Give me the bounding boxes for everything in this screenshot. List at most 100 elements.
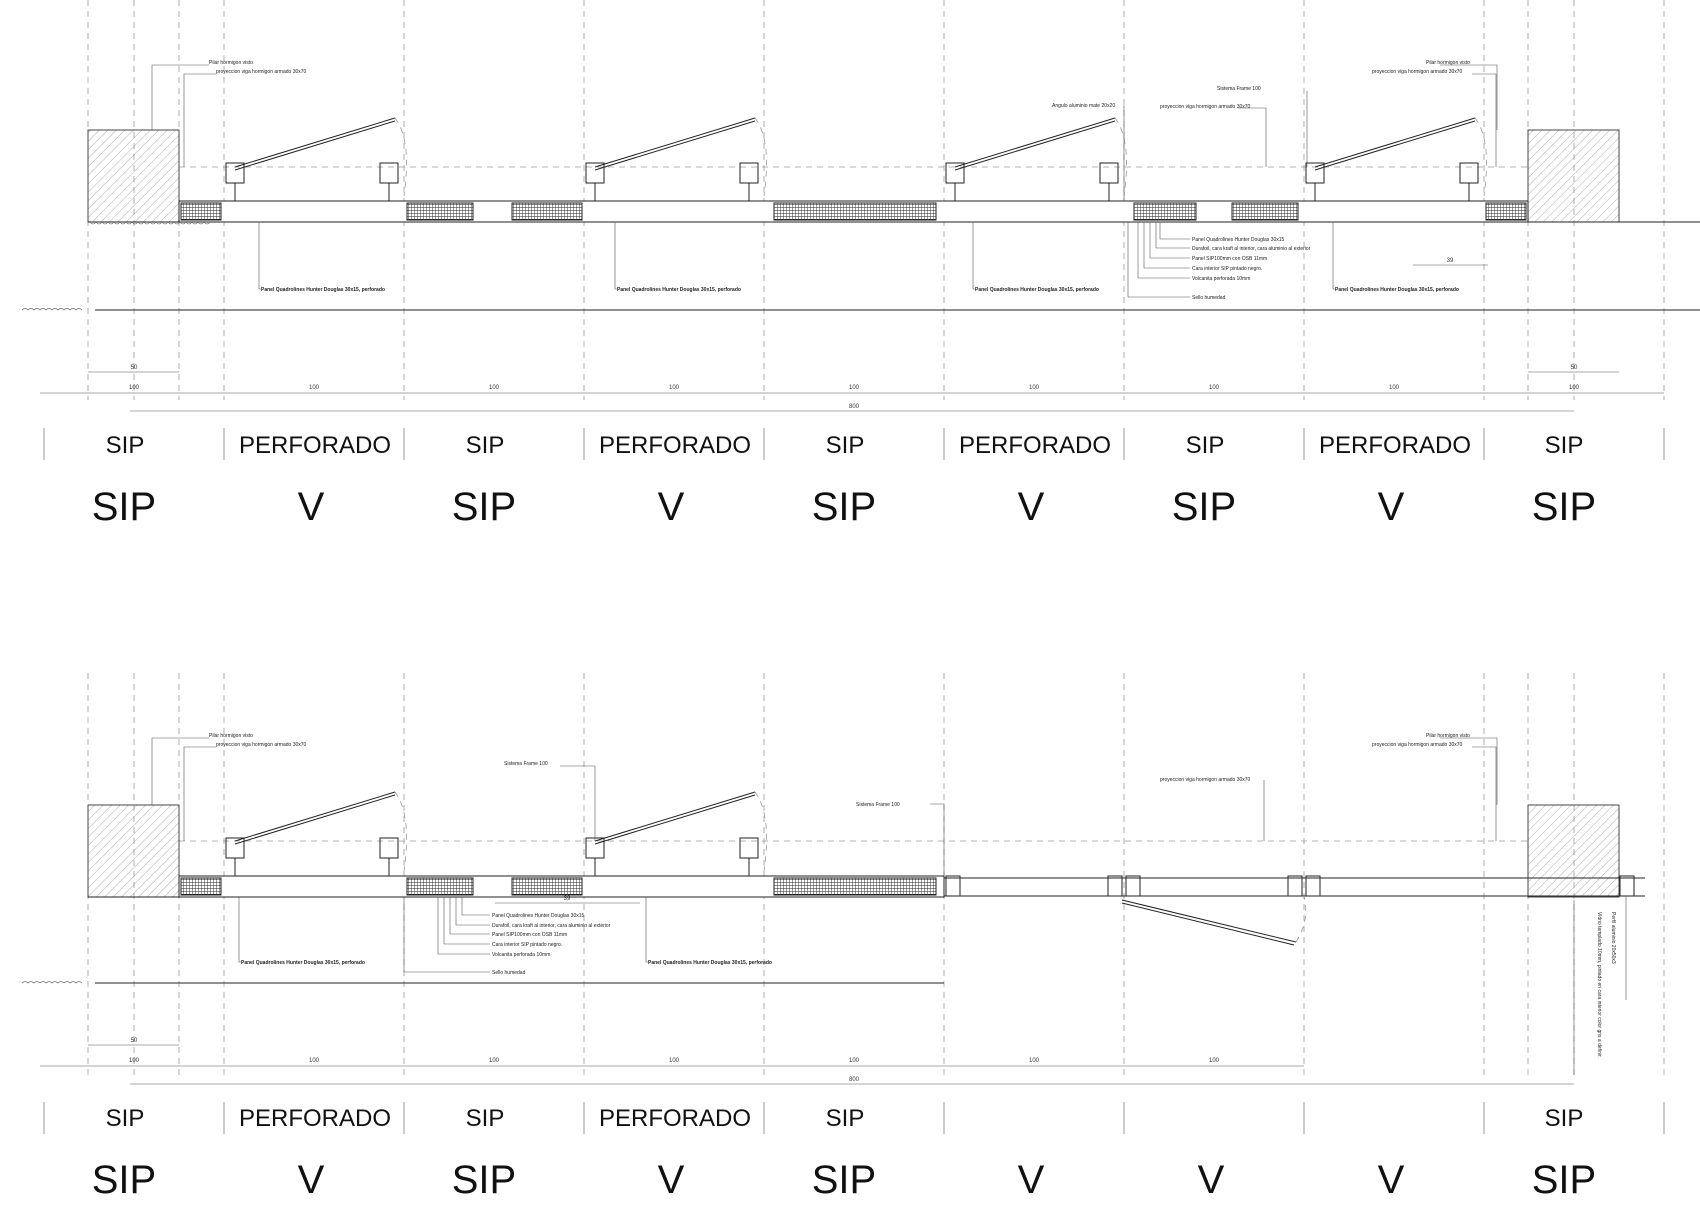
lower-drawing: Pilar hormigon visto proyeccion viga hor… bbox=[21, 673, 1665, 1202]
dim-segment: 100 bbox=[669, 385, 680, 391]
upper-sip-panel bbox=[406, 202, 474, 221]
panel-type-label: SIP bbox=[1186, 432, 1225, 459]
module-type-label: SIP bbox=[92, 485, 156, 529]
annotation: Panel Quadrolines Hunter Douglas 30x15, … bbox=[261, 287, 385, 293]
module-type-label: V bbox=[1378, 1158, 1405, 1202]
annotation: Panel Quadrolines Hunter Douglas 30x15, … bbox=[241, 960, 365, 966]
annotation: proyeccion viga hormigon armado 30x70 bbox=[1160, 777, 1251, 783]
annotation: Panel Quadrolines Hunter Douglas 30x15 bbox=[1192, 237, 1284, 243]
lower-module-type-row: SIP V SIP V SIP V V V SIP bbox=[92, 1158, 1596, 1202]
dim-50-right: 50 bbox=[1571, 365, 1578, 371]
upper-annotations: Pilar hormigon visto proyeccion viga hor… bbox=[209, 60, 1470, 301]
dim-50-left: 50 bbox=[131, 365, 138, 371]
upper-sip-panel bbox=[511, 202, 583, 221]
panel-type-label: SIP bbox=[826, 432, 865, 459]
annotation: Cara interior SIP pintado negro. bbox=[1192, 266, 1262, 272]
annotation: Panel Quadrolines Hunter Douglas 30x15 bbox=[492, 913, 584, 919]
panel-type-label: PERFORADO bbox=[239, 432, 391, 459]
lower-annotations: Pilar hormigon visto proyeccion viga hor… bbox=[209, 733, 1616, 1058]
dim-segment: 100 bbox=[1029, 1058, 1040, 1064]
annotation: Durafoil, cara kraft al interior, cara a… bbox=[492, 923, 611, 929]
module-type-label: V bbox=[1198, 1158, 1225, 1202]
upper-pillar-right bbox=[1527, 129, 1620, 223]
dim-segment: 100 bbox=[129, 385, 140, 391]
panel-type-label: PERFORADO bbox=[959, 432, 1111, 459]
annotation: Volcanita perforada 10mm bbox=[492, 952, 550, 958]
upper-sip-panel bbox=[180, 202, 222, 221]
upper-sip-panel bbox=[1485, 202, 1527, 221]
upper-sip-panel bbox=[773, 202, 937, 221]
lower-sip-panel bbox=[180, 877, 222, 896]
module-type-label: SIP bbox=[452, 1158, 516, 1202]
upper-pillar-left bbox=[87, 129, 180, 223]
lower-sip-panel bbox=[511, 877, 583, 896]
upper-drawing: Pilar hormigon visto proyeccion viga hor… bbox=[21, 0, 1700, 529]
annotation: Sistema Frame 100 bbox=[504, 761, 548, 767]
annotation: proyeccion viga hormigon armado 30x70 bbox=[1160, 104, 1251, 110]
dim-segment: 100 bbox=[669, 1058, 680, 1064]
annotation: Durafoil, cara kraft al interior, cara a… bbox=[1192, 246, 1311, 252]
lower-sip-panel bbox=[406, 877, 474, 896]
upper-window-4 bbox=[1305, 117, 1487, 201]
dim-segment: 100 bbox=[1389, 385, 1400, 391]
dim-segment: 100 bbox=[1029, 385, 1040, 391]
annotation: Angulo aluminio mate 20x20 bbox=[1052, 103, 1115, 109]
dim-50-left: 50 bbox=[131, 1038, 138, 1044]
annotation: Panel SIP100mm con OSB 11mm bbox=[1192, 256, 1267, 262]
dim-segment: 100 bbox=[849, 1058, 860, 1064]
upper-window-1 bbox=[225, 117, 407, 201]
lower-sip-panel bbox=[773, 877, 937, 896]
dim-segment: 100 bbox=[1209, 385, 1220, 391]
panel-type-label: SIP bbox=[106, 432, 145, 459]
panel-type-label: PERFORADO bbox=[239, 1105, 391, 1132]
upper-window-2 bbox=[585, 117, 767, 201]
dim-segment: 100 bbox=[489, 1058, 500, 1064]
annotation: Panel Quadrolines Hunter Douglas 30x15, … bbox=[648, 960, 772, 966]
panel-type-label: SIP bbox=[466, 1105, 505, 1132]
annotation: Perfil aluminio 20x50x3 bbox=[1610, 912, 1616, 964]
dimension-label: 39 bbox=[564, 896, 571, 902]
annotation: Volcanita perforada 10mm bbox=[1192, 276, 1250, 282]
module-type-label: SIP bbox=[1532, 485, 1596, 529]
dim-total: 800 bbox=[849, 1077, 860, 1083]
panel-type-label: SIP bbox=[1545, 432, 1584, 459]
annotation: Sistema Frame 100 bbox=[856, 802, 900, 808]
dim-total: 800 bbox=[849, 404, 860, 410]
dim-segment: 100 bbox=[129, 1058, 140, 1064]
annotation: Panel Quadrolines Hunter Douglas 30x15, … bbox=[1335, 287, 1459, 293]
module-type-label: V bbox=[1018, 1158, 1045, 1202]
annotation: proyeccion viga hormigon armado 30x70 bbox=[216, 742, 307, 748]
module-type-label: SIP bbox=[1172, 485, 1236, 529]
dim-segment: 100 bbox=[489, 385, 500, 391]
annotation: Pilar hormigon visto bbox=[1426, 733, 1470, 739]
upper-panel-type-row: SIP PERFORADO SIP PERFORADO SIP PERFORAD… bbox=[106, 432, 1584, 459]
annotation: Panel Quadrolines Hunter Douglas 30x15, … bbox=[617, 287, 741, 293]
annotation: Vidrio templado 10mm, pintado en cara in… bbox=[1596, 912, 1602, 1058]
dim-segment: 100 bbox=[849, 385, 860, 391]
annotation: Panel SIP100mm con OSB 11mm bbox=[492, 932, 567, 938]
module-type-label: V bbox=[1378, 485, 1405, 529]
lower-pillar-left bbox=[87, 804, 180, 898]
upper-leaders bbox=[21, 64, 1700, 311]
upper-label-separators bbox=[43, 428, 1665, 460]
upper-module-type-row: SIP V SIP V SIP V SIP V SIP bbox=[92, 485, 1596, 529]
module-type-label: SIP bbox=[1532, 1158, 1596, 1202]
lower-window-1 bbox=[225, 791, 407, 876]
annotation: Panel Quadrolines Hunter Douglas 30x15, … bbox=[975, 287, 1099, 293]
dim-segment: 100 bbox=[1569, 385, 1580, 391]
annotation: Pilar hormigon visto bbox=[209, 733, 253, 739]
annotation: proyeccion viga hormigon armado 30x70 bbox=[1372, 742, 1463, 748]
module-type-label: V bbox=[658, 485, 685, 529]
lower-glass-door bbox=[945, 875, 1635, 946]
annotation: Sello humedad bbox=[492, 970, 526, 976]
panel-type-label: SIP bbox=[1545, 1105, 1584, 1132]
annotation: Pilar hormigon visto bbox=[209, 60, 253, 66]
module-type-label: SIP bbox=[452, 485, 516, 529]
upper-sip-panel bbox=[1231, 202, 1299, 221]
module-type-label: SIP bbox=[92, 1158, 156, 1202]
upper-window-3 bbox=[945, 117, 1127, 201]
lower-dimension-chain: 50 100 100 100 100 100 100 100 800 bbox=[40, 1038, 1574, 1085]
dimension-label: 39 bbox=[1447, 258, 1454, 264]
panel-type-label: SIP bbox=[826, 1105, 865, 1132]
